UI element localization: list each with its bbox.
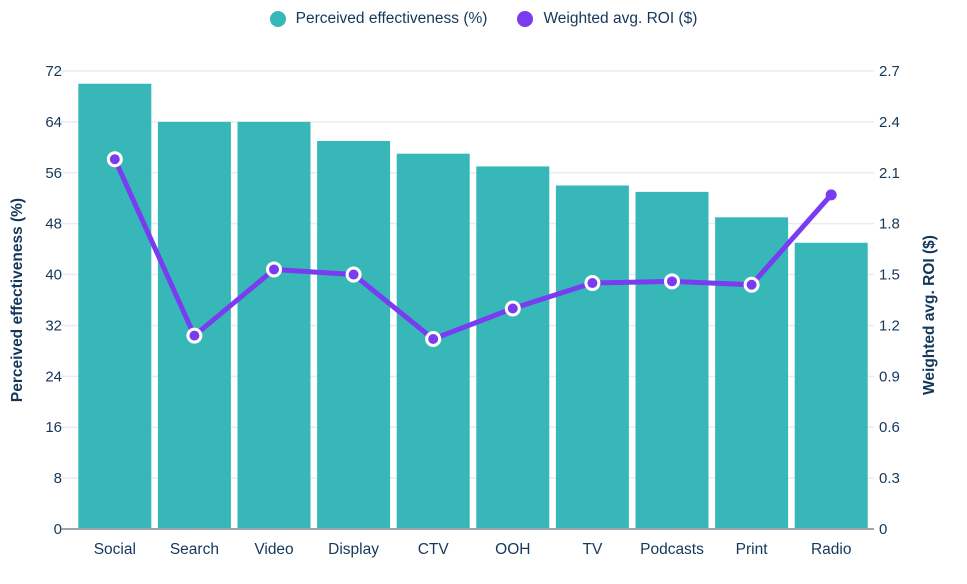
right-axis-tick-label: 1.5 (879, 267, 900, 284)
left-axis-tick-label: 16 (45, 419, 62, 436)
left-axis-tick-label: 48 (45, 216, 62, 233)
legend-effectiveness-label: Perceived effectiveness (%) (295, 10, 488, 27)
roi-point-search (186, 327, 203, 344)
left-axis-title: Perceived effectiveness (%) (9, 198, 26, 402)
x-axis-label-search: Search (170, 541, 219, 558)
right-axis-tick-label: 0.3 (879, 470, 900, 487)
x-axis-label-radio: Radio (811, 541, 852, 558)
left-axis-tick-label: 64 (45, 114, 62, 131)
left-axis-tick-label: 56 (45, 165, 62, 182)
roi-point-ctv (425, 331, 442, 348)
legend-roi-dot-icon (517, 11, 534, 27)
bar-search (157, 121, 231, 529)
x-axis-label-tv: TV (582, 541, 602, 558)
right-axis-tick-label: 0.9 (879, 368, 900, 385)
legend-item-effectiveness[interactable]: Perceived effectiveness (%) (269, 10, 488, 28)
legend-item-roi[interactable]: Weighted avg. ROI ($) (517, 10, 697, 28)
x-axis-label-print: Print (736, 541, 769, 558)
x-axis-label-ooh: OOH (495, 541, 530, 558)
left-axis-tick-label: 40 (45, 267, 62, 284)
bar-display (317, 140, 391, 529)
right-axis-tick-label: 2.1 (879, 165, 900, 182)
roi-point-radio (825, 189, 837, 201)
bar-social (78, 83, 152, 529)
chart-legend: Perceived effectiveness (%) Weighted avg… (0, 10, 967, 28)
roi-point-print (743, 276, 760, 293)
roi-point-ooh (504, 300, 521, 317)
left-axis-tick-label: 24 (45, 368, 62, 385)
bar-ooh (476, 166, 550, 529)
roi-point-tv (584, 275, 601, 292)
roi-point-social (106, 151, 123, 168)
roi-point-display (345, 266, 362, 283)
right-axis-tick-label: 2.7 (879, 63, 900, 80)
bar-video (237, 121, 311, 529)
right-axis-tick-label: 0.6 (879, 419, 900, 436)
right-axis-title: Weighted avg. ROI ($) (921, 235, 938, 395)
legend-effectiveness-dot-icon (269, 11, 286, 27)
legend-roi-label: Weighted avg. ROI ($) (543, 10, 698, 27)
left-axis-tick-label: 8 (54, 470, 62, 487)
x-axis-label-social: Social (94, 541, 136, 558)
x-axis-label-display: Display (328, 541, 379, 558)
bar-radio (794, 242, 868, 529)
x-axis-label-video: Video (254, 541, 293, 558)
bar-podcasts (635, 191, 709, 529)
right-axis-tick-label: 0 (879, 521, 887, 538)
left-axis-tick-label: 0 (54, 521, 62, 538)
roi-point-video (266, 261, 282, 278)
bar-print (715, 217, 789, 530)
x-axis-label-podcasts: Podcasts (640, 541, 704, 558)
left-axis-tick-label: 72 (45, 63, 62, 80)
roi-line (112, 156, 834, 342)
bar-tv (555, 185, 629, 529)
x-axis-label-ctv: CTV (418, 541, 450, 558)
right-axis-tick-label: 2.4 (879, 114, 900, 131)
right-axis-tick-label: 1.8 (879, 216, 900, 233)
left-axis-tick-label: 32 (45, 317, 62, 334)
roi-point-podcasts (664, 273, 680, 290)
right-axis-tick-label: 1.2 (879, 317, 900, 334)
